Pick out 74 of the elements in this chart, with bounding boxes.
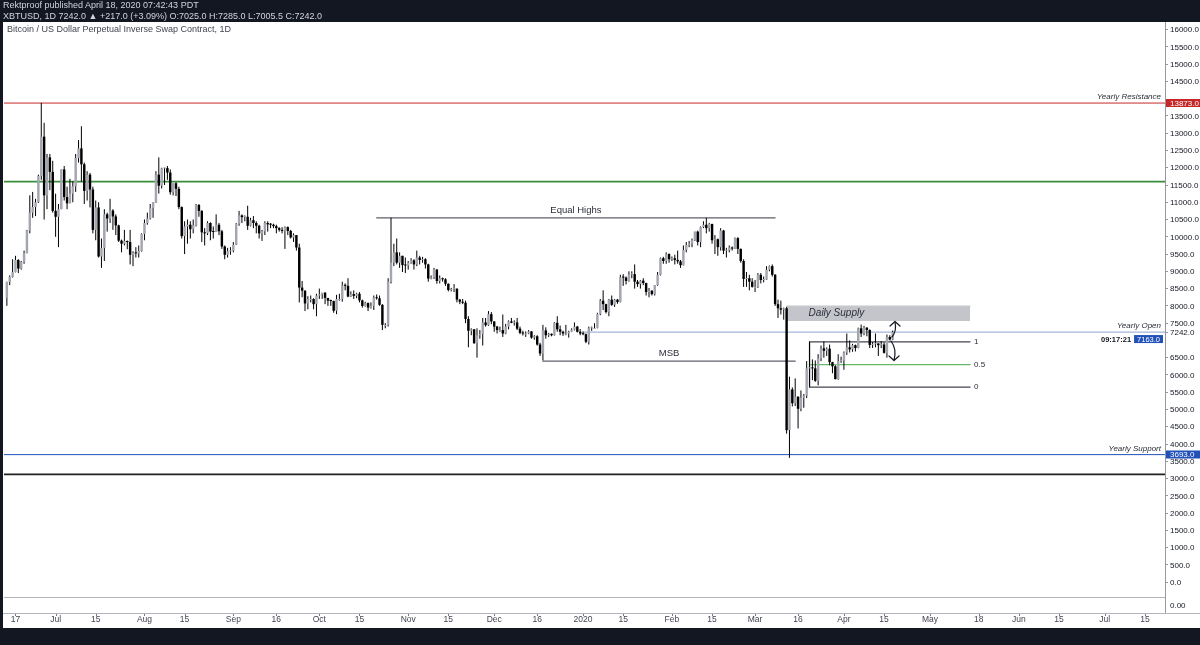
text: Rektproof published April 18, 2020 07:42:43 PDT xyxy=(3,0,200,11)
x-tick-label: 15 xyxy=(91,614,101,625)
y-tick-label: 13500.0 xyxy=(1170,111,1200,121)
y-tick-label: 12000.0 xyxy=(1170,163,1200,173)
y-tick-label: 0.0 xyxy=(1170,577,1182,587)
x-tick-label: Apr xyxy=(837,614,851,625)
y-tick-label: 4500.0 xyxy=(1170,422,1196,432)
y-tick-label: 15500.0 xyxy=(1170,42,1200,52)
y-tick-label: 8000.0 xyxy=(1170,301,1196,311)
x-tick-label: Jun xyxy=(1011,614,1026,625)
y-tick-label: 500.0 xyxy=(1170,560,1191,570)
x-tick-label: May xyxy=(921,614,939,625)
y-tick-label: 10000.0 xyxy=(1170,232,1200,242)
x-tick-label: 16 xyxy=(271,614,282,625)
y-tick-label: 4000.0 xyxy=(1170,439,1196,449)
annotation: 0.5 xyxy=(974,359,986,369)
x-tick-label: Feb xyxy=(664,614,680,625)
x-tick-label: 15 xyxy=(707,614,718,625)
x-tick-label: 15 xyxy=(443,614,454,625)
y-tick-label: 11500.0 xyxy=(1170,180,1199,190)
x-tick-label: 16 xyxy=(532,614,543,625)
x-tick-label: Sep xyxy=(225,614,242,625)
y-tick-label: 1000.0 xyxy=(1170,543,1196,553)
ref-line-label: Yearly Support xyxy=(1108,443,1162,453)
y-tick-label: 11000.0 xyxy=(1170,197,1199,207)
chart-subtitle: XBTUSD, 1D 7242.0 ▲ +217.0 (+3.09%) O:7025.0 H:7285.0 L:7005.5 C:7242.0 xyxy=(3,11,323,22)
y-tick-label: 5500.0 xyxy=(1170,387,1196,397)
y-tick-label: 1500.0 xyxy=(1170,526,1196,536)
x-tick-label: Mar xyxy=(747,614,763,625)
y-tick-label: 7500.0 xyxy=(1170,318,1196,328)
y-tick-label: 7242.0 xyxy=(1170,327,1196,337)
y-tick-label: 14500.0 xyxy=(1170,77,1200,87)
y-tick-label: 3693.0 xyxy=(1170,450,1196,460)
x-tick-label: 17 xyxy=(10,614,21,625)
series-label: Daily Supply xyxy=(808,307,866,319)
y-tick-label: 13000.0 xyxy=(1170,128,1200,138)
x-tick-label: 15 xyxy=(618,614,629,625)
x-tick-label: Aug xyxy=(136,614,153,625)
y-tick-label: 12500.0 xyxy=(1170,146,1200,156)
x-tick-label: Jul xyxy=(1099,614,1111,625)
x-tick-label: 15 xyxy=(1054,614,1064,625)
y-tick-label: 2000.0 xyxy=(1170,508,1196,518)
x-tick-label: 2020 xyxy=(573,614,593,625)
text: 0.00 xyxy=(1170,601,1186,610)
series-label: Yearly Open xyxy=(1116,321,1162,331)
y-tick-label: 9500.0 xyxy=(1170,249,1196,259)
x-tick-label: Nov xyxy=(400,614,417,625)
y-tick-label: 3500.0 xyxy=(1170,457,1196,467)
y-tick-label: 2500.0 xyxy=(1170,491,1196,501)
series-label: MSB xyxy=(658,347,680,358)
y-tick-label: 6500.0 xyxy=(1170,353,1196,363)
y-tick-label: 5000.0 xyxy=(1170,405,1196,415)
ref-line-label: Yearly Resistance xyxy=(1096,92,1162,102)
x-tick-label: Dec xyxy=(486,614,503,625)
y-tick-label: 9000.0 xyxy=(1170,267,1196,277)
y-tick-label: 8500.0 xyxy=(1170,284,1196,294)
y-tick-label: 10500.0 xyxy=(1170,215,1200,225)
x-tick-label: Jul xyxy=(50,614,62,625)
y-tick-label: 13873.0 xyxy=(1170,98,1200,108)
chart-title: Bitcoin / US Dollar Perpetual Inverse Swap Contract, 1D xyxy=(7,24,232,34)
y-tick-label: 3000.0 xyxy=(1170,474,1196,484)
series-label: Equal Highs xyxy=(550,203,602,215)
annotation: 1 xyxy=(974,336,980,346)
x-tick-label: 15 xyxy=(354,614,365,625)
x-tick-label: 18 xyxy=(973,614,984,625)
y-tick-label: 15000.0 xyxy=(1170,59,1200,69)
x-tick-label: 15 xyxy=(879,614,890,625)
x-tick-label: 15 xyxy=(1140,614,1150,625)
y-tick-label: 16000.0 xyxy=(1170,25,1200,35)
y-tick-label: 6000.0 xyxy=(1170,370,1196,380)
annotation: 0 xyxy=(974,382,980,392)
x-tick-label: Oct xyxy=(312,614,327,625)
x-tick-label: 15 xyxy=(179,614,190,625)
x-tick-label: 16 xyxy=(793,614,804,625)
